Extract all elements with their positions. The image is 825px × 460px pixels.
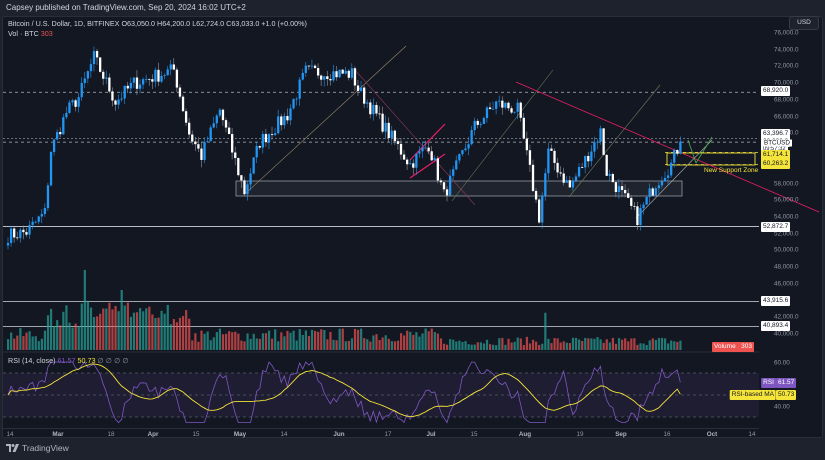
time-axis[interactable] xyxy=(2,428,759,438)
time-axis-label: 16 xyxy=(663,431,671,438)
rsi-tag: 61.57 xyxy=(776,378,797,388)
price-axis-label: 70,000.0 xyxy=(774,79,799,87)
time-axis-label: 15 xyxy=(470,431,478,438)
time-axis-label: Sep xyxy=(615,431,627,438)
rsi-axis-40: 40.00 xyxy=(774,403,790,411)
rsi-ma-tag-label: RSI-based MA xyxy=(729,390,776,400)
price-axis-label: 50,000.0 xyxy=(774,246,799,254)
price-axis-label: 46,000.0 xyxy=(774,280,799,288)
symbol-name: Bitcoin / U.S. Dollar, 1D, BITFINEX xyxy=(8,19,120,28)
time-axis-label: 17 xyxy=(384,431,392,438)
support-zone-label: New Support Zone xyxy=(704,167,759,174)
time-axis-label: Aug xyxy=(518,431,532,438)
price-axis-label: 72,000.0 xyxy=(774,62,799,70)
price-axis-label: 40,000.0 xyxy=(774,330,799,338)
level-tag-52872: 52,872.7 xyxy=(761,222,791,232)
zone-top-tag: 61,714.1 xyxy=(761,150,791,160)
time-axis-label: Jul xyxy=(426,431,436,438)
change-value: +1.0 (+0.00%) xyxy=(261,19,307,28)
price-axis-label: 76,000.0 xyxy=(774,29,799,37)
rsi-ma-tag: 50.73 xyxy=(776,390,797,400)
time-axis-label: 14 xyxy=(6,431,14,438)
rsi-null-values: ∅ ∅ ∅ ∅ xyxy=(97,356,129,365)
high-price-tag: 63,396.7 xyxy=(761,129,791,139)
volume-label: Vol · BTC xyxy=(8,29,39,38)
time-axis-label: 14 xyxy=(280,431,288,438)
low-value: L62,724.0 xyxy=(192,19,225,28)
volume-tag-label: Volume xyxy=(714,343,736,350)
close-value: C63,033.0 xyxy=(226,19,260,28)
time-axis-label: 18 xyxy=(107,431,115,438)
countdown-tag: 09:57:32 xyxy=(761,144,788,154)
footer-brand: TradingView xyxy=(6,443,69,453)
rsi-value: 61.57 xyxy=(57,356,76,365)
time-axis-label: Mar xyxy=(52,431,64,438)
open-value: O63,050.0 xyxy=(121,19,156,28)
level-tag-43915: 43,915.6 xyxy=(761,296,791,306)
volume-tag-value: 303 xyxy=(741,343,752,350)
level-tag-68920: 68,920.0 xyxy=(761,86,791,96)
price-axis-label: 58,000.0 xyxy=(774,180,799,188)
price-axis-label: 66,000.0 xyxy=(774,113,799,121)
price-axis-label: 56,000.0 xyxy=(774,196,799,204)
volume-tag: Volume 303 xyxy=(712,342,754,352)
volume-value: 303 xyxy=(40,29,53,38)
level-tag-40893: 40,893.4 xyxy=(761,321,791,331)
price-axis-label: 54,000.0 xyxy=(774,213,799,221)
price-axis-label: 68,000.0 xyxy=(774,96,799,104)
rsi-ma-value: 50.73 xyxy=(77,356,96,365)
price-axis-label: 52,000.0 xyxy=(774,230,799,238)
rsi-legend: RSI (14, close) 61.57 50.73 ∅ ∅ ∅ ∅ xyxy=(8,356,129,365)
time-axis-label: Oct xyxy=(706,431,718,438)
time-axis-label: 19 xyxy=(576,431,584,438)
publisher-text: Capsey published on TradingView.com, Sep… xyxy=(6,3,246,12)
symbol-price-tag: BTCUSD xyxy=(762,139,792,147)
time-axis-label: Apr xyxy=(147,431,159,438)
high-value: H64,200.0 xyxy=(157,19,191,28)
rsi-tag-value: 61.57 xyxy=(778,379,795,386)
chart-frame[interactable] xyxy=(2,16,823,438)
price-axis-label: 74,000.0 xyxy=(774,46,799,54)
zone-bottom-tag: 60,263.2 xyxy=(761,159,791,169)
footer-brand-text: TradingView xyxy=(22,443,69,453)
price-axis-label: 48,000.0 xyxy=(774,263,799,271)
rsi-title: RSI (14, close) xyxy=(8,356,56,365)
tradingview-logo-icon xyxy=(6,444,19,452)
time-axis-label: 14 xyxy=(748,431,756,438)
time-axis-label: 15 xyxy=(192,431,200,438)
time-axis-label: May xyxy=(233,431,247,438)
rsi-axis-60: 60.00 xyxy=(774,359,790,367)
rsi-ma-tag-value: 50.73 xyxy=(778,391,795,398)
top-bar: Capsey published on TradingView.com, Sep… xyxy=(0,0,825,16)
symbol-legend: Bitcoin / U.S. Dollar, 1D, BITFINEX O63,… xyxy=(8,19,307,39)
currency-button[interactable]: USD xyxy=(789,16,819,30)
price-axis-label: 42,000.0 xyxy=(774,313,799,321)
time-axis-label: Jun xyxy=(333,431,345,438)
rsi-tag-label: RSI xyxy=(761,378,776,388)
